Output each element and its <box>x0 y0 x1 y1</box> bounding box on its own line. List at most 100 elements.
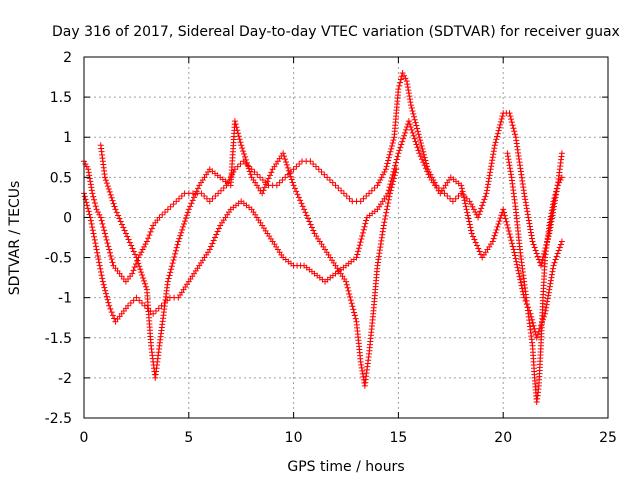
data-point-track-b <box>513 258 520 265</box>
data-point-track-b <box>511 252 518 259</box>
data-point-track-c <box>174 241 181 248</box>
data-point-track-a <box>273 182 280 189</box>
data-point-track-c <box>347 294 354 301</box>
data-point-track-b <box>464 212 471 219</box>
data-point-track-b <box>355 248 362 255</box>
data-point-track-a <box>363 193 370 200</box>
data-point-track-c <box>177 232 184 239</box>
data-point-track-b <box>215 225 222 232</box>
data-point-track-a <box>420 151 427 158</box>
data-point-track-b <box>420 159 427 166</box>
data-point-track-b <box>416 150 423 157</box>
data-point-track-c <box>138 269 145 276</box>
data-point-track-a <box>375 179 382 186</box>
data-point-track-b <box>354 251 361 258</box>
data-point-track-c <box>260 187 267 194</box>
data-point-track-b <box>356 242 363 249</box>
data-point-track-c <box>140 274 147 281</box>
data-point-track-c <box>133 254 140 261</box>
data-point-track-b <box>509 243 516 250</box>
data-point-track-c <box>282 156 289 163</box>
data-point-track-b <box>98 272 105 279</box>
data-point-track-c <box>281 153 288 160</box>
data-point-track-a <box>346 195 353 202</box>
data-point-track-a <box>94 209 101 216</box>
data-point-track-a <box>378 174 385 181</box>
data-point-track-a <box>402 75 409 82</box>
x-tick-label: 5 <box>184 430 193 446</box>
data-point-track-a <box>490 148 497 155</box>
data-point-track-a <box>83 163 90 170</box>
data-point-track-a <box>203 195 210 202</box>
data-point-track-b <box>138 300 145 307</box>
data-point-track-c <box>116 215 123 222</box>
data-point-track-b <box>99 275 106 282</box>
data-point-track-b <box>396 147 403 154</box>
data-point-track-b <box>468 230 475 237</box>
data-point-track-a <box>420 148 427 155</box>
data-point-track-a <box>447 195 454 202</box>
data-point-track-d <box>556 179 563 186</box>
data-point-track-d <box>550 198 557 205</box>
data-point-track-b <box>472 239 479 246</box>
data-point-track-d <box>547 213 554 220</box>
data-point-track-b <box>89 224 96 231</box>
data-point-track-c <box>350 306 357 313</box>
data-point-track-b <box>400 135 407 142</box>
data-point-track-b <box>394 153 401 160</box>
data-point-track-b <box>507 234 514 241</box>
data-point-track-c <box>118 221 125 228</box>
data-point-track-a <box>167 203 174 210</box>
data-point-track-d <box>506 162 513 169</box>
data-point-track-c <box>308 224 315 231</box>
data-point-track-a <box>406 96 413 103</box>
data-point-track-a <box>315 166 322 173</box>
data-point-track-a <box>483 190 490 197</box>
data-point-track-c <box>173 244 180 251</box>
data-point-track-b <box>519 285 526 292</box>
data-point-track-c <box>380 222 387 229</box>
data-point-track-b <box>210 237 217 244</box>
data-point-track-a <box>537 262 544 269</box>
y-tick-label: -0.5 <box>45 251 72 267</box>
data-point-track-a <box>523 202 530 209</box>
data-point-track-c <box>185 206 192 213</box>
data-point-track-b <box>361 223 368 230</box>
data-point-track-a <box>416 134 423 141</box>
data-point-track-b <box>133 294 140 301</box>
data-point-track-b <box>81 193 88 200</box>
data-point-track-b <box>212 234 218 241</box>
data-point-track-a <box>385 154 392 161</box>
data-point-track-a <box>141 243 148 250</box>
data-point-track-a <box>201 193 208 200</box>
data-point-track-a <box>486 172 493 179</box>
data-point-track-a <box>395 86 402 93</box>
data-point-track-b <box>84 205 91 212</box>
x-tick-label: 0 <box>80 430 89 446</box>
data-point-track-c <box>389 181 396 188</box>
data-point-track-b <box>86 211 93 218</box>
data-point-track-b <box>150 310 157 317</box>
data-point-track-c <box>359 367 366 374</box>
data-point-track-c <box>386 193 393 200</box>
data-point-track-b <box>496 218 503 225</box>
data-point-track-c <box>169 260 176 267</box>
data-point-track-a <box>102 233 109 240</box>
data-point-track-c <box>310 227 317 234</box>
data-point-track-b <box>515 267 522 274</box>
data-point-track-c <box>301 206 308 213</box>
data-point-track-b <box>468 227 475 234</box>
data-point-track-a <box>526 223 533 230</box>
data-point-track-c <box>238 142 245 149</box>
data-point-track-b <box>493 226 500 233</box>
data-points <box>81 70 565 405</box>
data-point-track-a <box>338 187 345 194</box>
data-point-track-c <box>170 257 177 264</box>
data-point-track-a <box>487 169 494 176</box>
data-point-track-c <box>189 197 196 204</box>
data-point-track-b <box>413 141 420 148</box>
data-point-track-c <box>165 275 172 282</box>
data-point-track-c <box>246 168 253 175</box>
data-point-track-a <box>533 250 540 257</box>
data-point-track-a <box>455 193 462 200</box>
